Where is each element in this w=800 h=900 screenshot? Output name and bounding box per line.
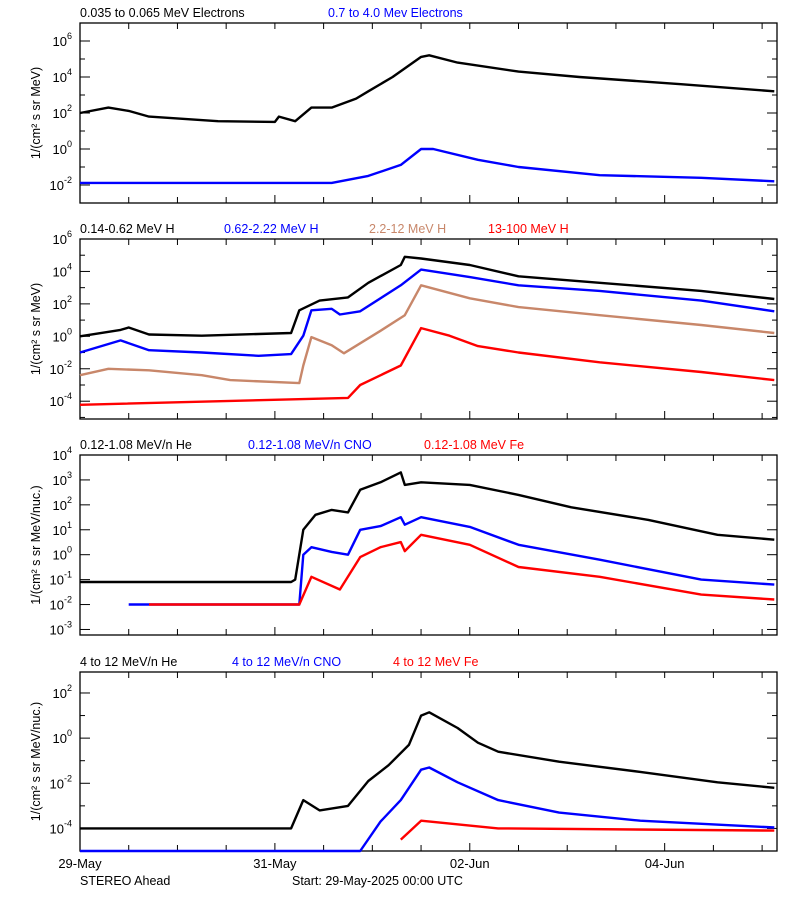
series-line-2 [79, 268, 775, 357]
x-tick-label: 02-Jun [450, 856, 490, 871]
legend-label: 13-100 MeV H [488, 222, 569, 236]
panel-4: 4 to 12 MeV/n He 4 to 12 MeV/n CNO 4 to 12… [29, 655, 778, 853]
y-tick-label: 10-2 [50, 773, 72, 791]
plot-frame [79, 238, 778, 420]
plot-frame [79, 671, 778, 852]
legend-label: 0.14-0.62 MeV H [80, 222, 175, 236]
panel-1: 0.035 to 0.065 MeV Electrons 0.7 to 4.0 M… [29, 6, 778, 204]
y-tick-label: 10-1 [50, 570, 72, 588]
series-line-3 [79, 284, 775, 385]
legend-label: 2.2-12 MeV H [369, 222, 446, 236]
y-tick-label: 106 [53, 31, 72, 49]
series-line-1 [80, 471, 775, 584]
series-line-2 [80, 147, 775, 185]
y-axis-label: 1/(cm² s sr MeV/nuc.) [29, 485, 43, 604]
y-axis-label: 1/(cm² s sr MeV) [29, 283, 43, 375]
y-tick-label: 10-4 [50, 818, 72, 836]
y-tick-label: 104 [53, 445, 72, 463]
legend-label: 0.7 to 4.0 Mev Electrons [328, 6, 463, 20]
series-line-1 [79, 54, 775, 124]
y-tick-label: 10-4 [50, 391, 72, 409]
y-tick-label: 100 [53, 139, 72, 157]
series-line-1 [80, 711, 775, 830]
plot-frame [79, 454, 778, 636]
panel-3: 0.12-1.08 MeV/n He 0.12-1.08 MeV/n CNO 0.1… [29, 438, 778, 637]
y-axis-label: 1/(cm² s sr MeV) [29, 67, 43, 159]
y-tick-label: 104 [53, 261, 72, 279]
series-line-1 [79, 255, 775, 338]
y-tick-label: 106 [53, 229, 72, 247]
y-tick-label: 100 [53, 545, 72, 563]
legend-label: 4 to 12 MeV/n CNO [232, 655, 341, 669]
y-tick-label: 102 [53, 294, 72, 312]
legend-label: 0.12-1.08 MeV Fe [424, 438, 524, 452]
y-tick-label: 100 [53, 326, 72, 344]
y-tick-label: 100 [53, 728, 72, 746]
y-tick-label: 102 [53, 103, 72, 121]
legend-label: 4 to 12 MeV/n He [80, 655, 177, 669]
y-tick-label: 10-2 [50, 359, 72, 377]
y-tick-label: 10-2 [50, 595, 72, 613]
y-tick-label: 101 [53, 520, 72, 538]
legend-label: 4 to 12 MeV Fe [393, 655, 479, 669]
legend-label: 0.12-1.08 MeV/n He [80, 438, 192, 452]
y-tick-label: 103 [53, 470, 72, 488]
series-line-2 [80, 766, 775, 853]
y-tick-label: 10-3 [50, 619, 72, 637]
panel-2: 0.14-0.62 MeV H 0.62-2.22 MeV H 2.2-12 MeV… [29, 222, 778, 420]
start-time-label: Start: 29-May-2025 00:00 UTC [292, 874, 463, 888]
y-axis-label: 1/(cm² s sr MeV/nuc.) [29, 702, 43, 821]
y-tick-label: 10-2 [50, 175, 72, 193]
legend-label: 0.62-2.22 MeV H [224, 222, 319, 236]
legend-label: 0.12-1.08 MeV/n CNO [248, 438, 372, 452]
x-tick-label: 29-May [58, 856, 102, 871]
y-tick-label: 102 [53, 683, 72, 701]
series-line-2 [128, 516, 775, 606]
series-line-3 [399, 819, 775, 841]
x-tick-label: 31-May [253, 856, 297, 871]
y-tick-label: 102 [53, 495, 72, 513]
series-line-4 [79, 326, 775, 406]
spacecraft-label: STEREO Ahead [80, 874, 170, 888]
series-line-3 [149, 533, 775, 606]
y-tick-label: 104 [53, 67, 72, 85]
legend-label: 0.035 to 0.065 MeV Electrons [80, 6, 245, 20]
x-tick-label: 04-Jun [645, 856, 685, 871]
